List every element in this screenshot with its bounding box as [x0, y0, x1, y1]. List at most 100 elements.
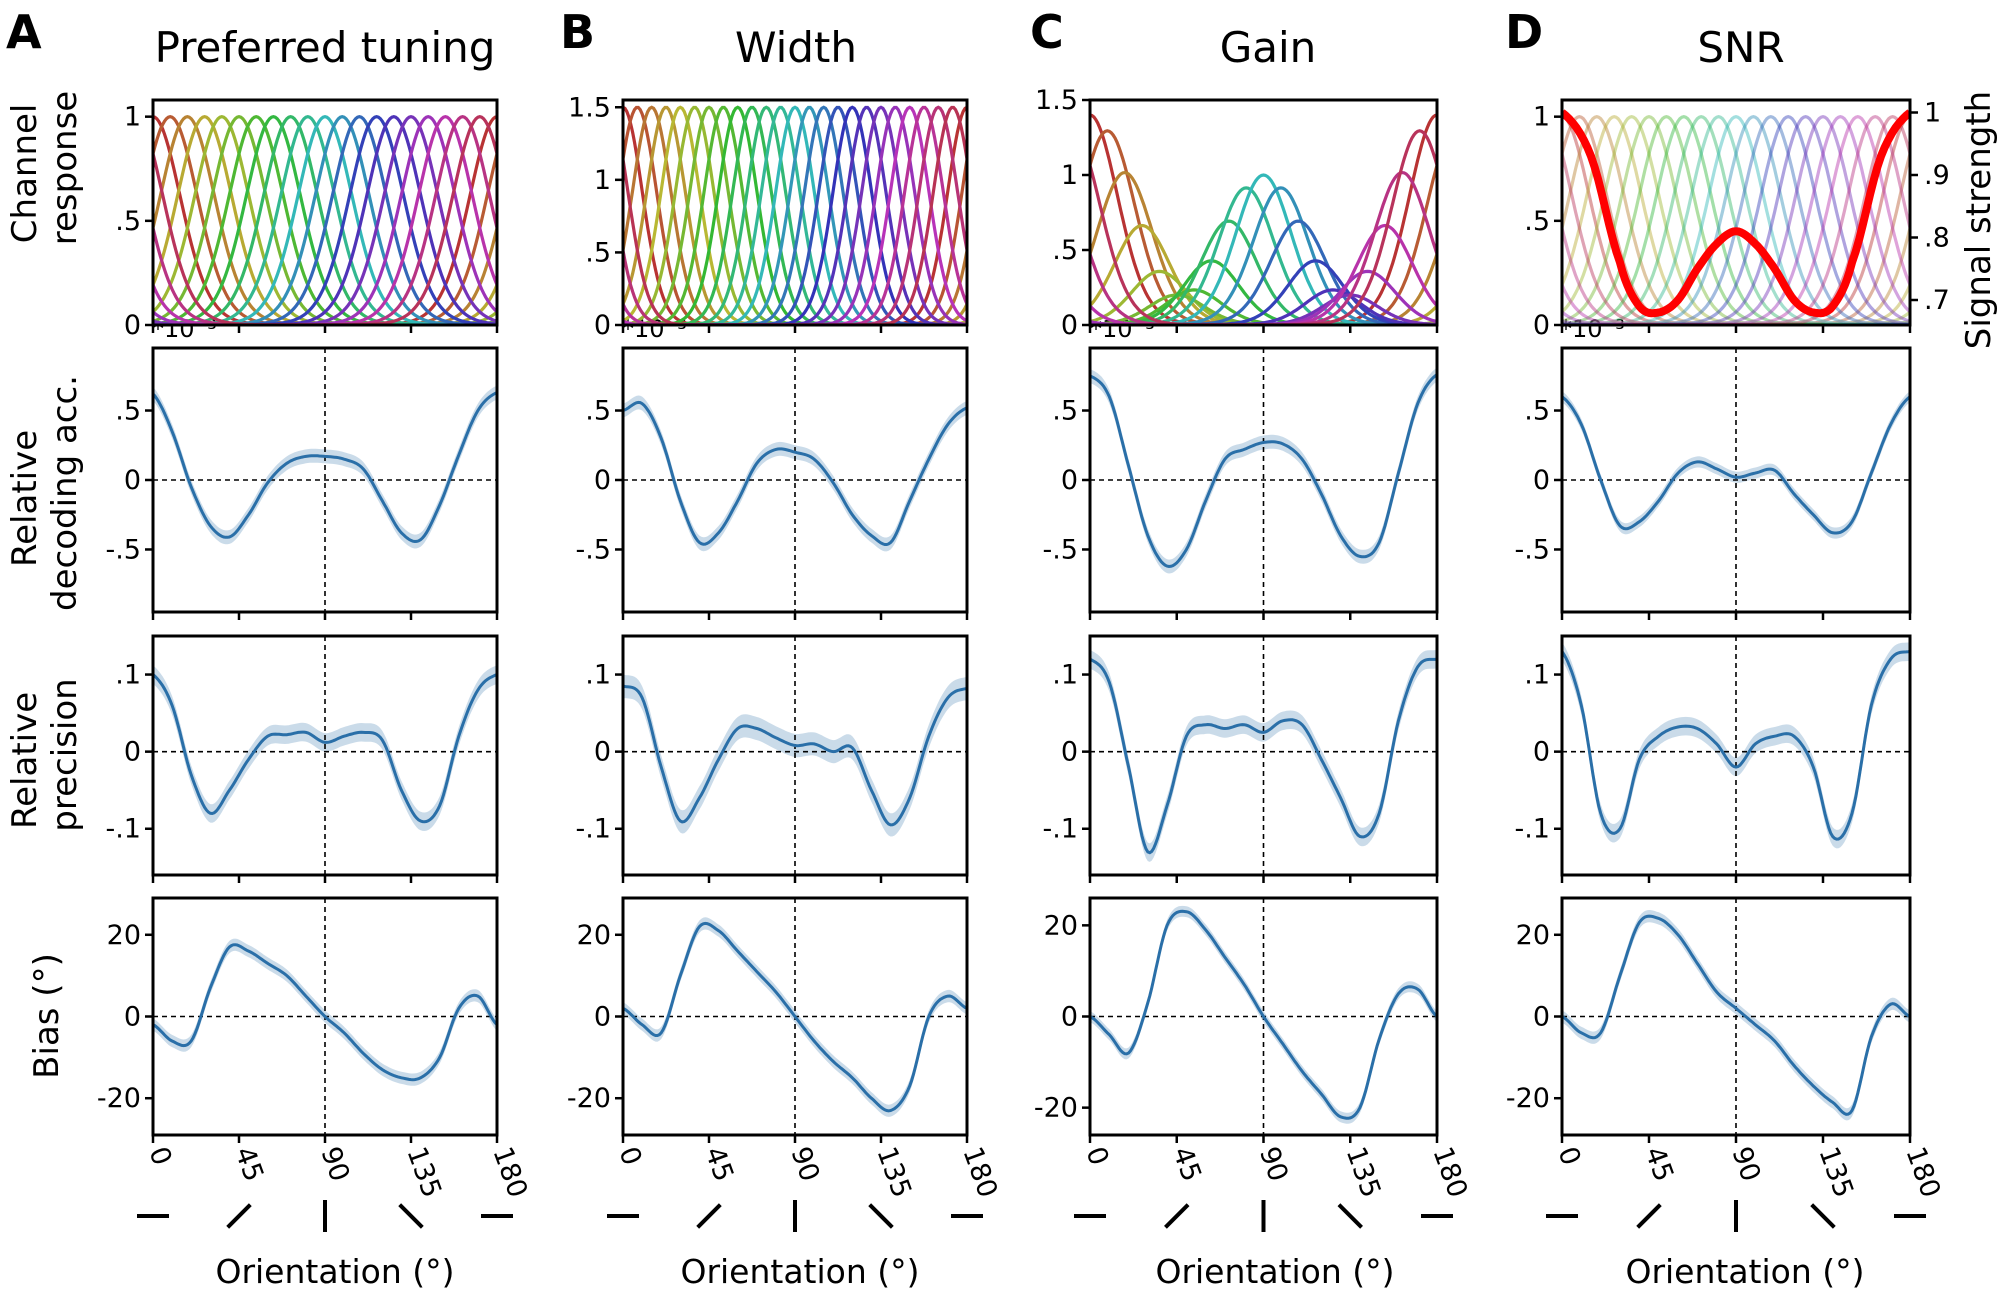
plot-area [623, 898, 967, 1135]
plot-area [1090, 113, 1437, 325]
ytick-label: .1 [585, 660, 611, 691]
right-axis-label: Signal strength [1959, 91, 1999, 349]
ytick-label: 0 [1533, 737, 1550, 768]
ytick-label: -.1 [1514, 814, 1550, 845]
ytick-label: 0 [594, 1002, 611, 1033]
ytick-label: 0 [1061, 1002, 1078, 1033]
ytick-label: -.1 [1042, 814, 1078, 845]
ytick-label: -.1 [575, 814, 611, 845]
plot-area [153, 115, 497, 325]
error-band [1090, 367, 1437, 574]
panel-d-relative_decoding_accuracy: -.5 0 .5 [1514, 346, 1912, 620]
orientation-glyph [1164, 1203, 1190, 1229]
plot-area [1090, 348, 1437, 612]
ytick-label: 20 [1516, 920, 1550, 951]
ytick-label: 0 [594, 737, 611, 768]
title-preferred-tuning: Preferred tuning [155, 23, 496, 72]
channel-curve [623, 105, 967, 325]
ytick-label: .1 [1052, 660, 1078, 691]
ytick-label: .5 [1524, 396, 1550, 427]
xtick-label: 180 [1426, 1143, 1473, 1202]
orientation-glyph [1810, 1203, 1836, 1229]
ytick-label: -.5 [575, 534, 611, 565]
x-axis-label-a: Orientation (°) [215, 1252, 454, 1291]
mean-line [1562, 914, 1910, 1116]
channel-curve [623, 105, 967, 325]
xtick-label: 45 [1166, 1143, 1207, 1186]
xtick-label: 180 [1899, 1143, 1946, 1202]
ytick-label: 1 [1061, 160, 1078, 191]
channel-curve [1090, 186, 1437, 325]
ytick-label: -20 [1506, 1083, 1550, 1114]
ytick-label: 0 [124, 1002, 141, 1033]
plot-area [623, 636, 967, 875]
ytick-label: 1 [124, 102, 141, 133]
panel-a-relative_precision: -.1 0 .1 [105, 634, 499, 883]
channel-curve [1090, 288, 1437, 325]
row-label-decoding-accuracy-line2: decoding acc. [45, 375, 85, 611]
plot-area [153, 898, 497, 1135]
mean-line [153, 943, 497, 1082]
ytick-label: .1 [1524, 660, 1550, 691]
xtick-label: 45 [228, 1143, 269, 1186]
row-label-bias-line1: Bias (°) [27, 953, 67, 1079]
ytick-label: 0 [594, 310, 611, 341]
panel-d-bias_deg: -20 0 20 0 45 90 135 180 [1506, 896, 1946, 1232]
right-ytick-label: .9 [1924, 160, 1950, 191]
row-label-channel-response: Channel response [5, 91, 85, 245]
error-band [153, 938, 497, 1086]
ytick-label: 0 [1533, 310, 1550, 341]
panel-b-relative_precision: -.1 0 .1 [575, 634, 969, 883]
channel-curve [623, 105, 967, 325]
ytick-label: 1 [594, 165, 611, 196]
mean-line [1090, 657, 1437, 855]
mean-line [1562, 649, 1910, 841]
xtick-label: 0 [612, 1143, 647, 1170]
ytick-label: .5 [585, 237, 611, 268]
ytick-label: -.5 [105, 534, 141, 565]
row-label-decoding-accuracy-line1: Relative [5, 430, 45, 567]
mean-line [153, 673, 497, 824]
x-axis-label-c: Orientation (°) [1155, 1252, 1394, 1291]
plot-area [1562, 109, 1910, 325]
ytick-label: 0 [124, 465, 141, 496]
row-label-channel-response-line2: response [45, 91, 85, 245]
xtick-label: 135 [400, 1143, 447, 1202]
ytick-label: -20 [567, 1083, 611, 1114]
plot-area [1562, 898, 1910, 1135]
panel-d-relative_precision: -.1 0 .1 [1514, 634, 1912, 883]
panel-b-channel_response: 0 .5 1 1.5 [568, 92, 969, 341]
ytick-label: 1 [1533, 102, 1550, 133]
panel-c-relative_precision: -.1 0 .1 [1042, 634, 1439, 883]
panel-b-bias_deg: -20 0 20 0 45 90 135 180 [567, 896, 1003, 1232]
plots: 0.510.511.50.511.5.7.8.910.51-.50.5-.50.… [97, 85, 1950, 1232]
channel-curve [1090, 113, 1437, 325]
xtick-label: 0 [1551, 1143, 1586, 1170]
ytick-label: 0 [124, 310, 141, 341]
plot-area [623, 105, 967, 325]
ytick-label: 0 [1533, 1002, 1550, 1033]
mean-line [1090, 909, 1437, 1120]
xtick-label: 45 [1638, 1143, 1679, 1186]
ytick-label: 0 [1061, 737, 1078, 768]
xtick-label: 90 [1253, 1143, 1294, 1186]
channel-curve [623, 105, 967, 325]
xtick-label: 0 [142, 1143, 177, 1170]
mean-line [623, 400, 967, 546]
panel-letter-b: B [560, 5, 595, 59]
orientation-glyph [398, 1203, 424, 1229]
panel-letter-d: D [1505, 5, 1543, 59]
right-ytick-label: .7 [1924, 285, 1950, 316]
title-width: Width [735, 23, 857, 72]
ytick-label: 0 [594, 465, 611, 496]
sci-label-d: *10⁻³ [1560, 315, 1625, 343]
ytick-label: -.5 [1514, 534, 1550, 565]
row-label-precision: Relative precision [5, 678, 85, 831]
panel-b-relative_decoding_accuracy: -.5 0 .5 [575, 346, 969, 620]
panel-d-channel_response: .7 .8 .9 1 0 .5 1 [1524, 98, 1950, 342]
ytick-label: .5 [585, 396, 611, 427]
xtick-label: 0 [1079, 1143, 1114, 1170]
ytick-label: 20 [107, 920, 141, 951]
